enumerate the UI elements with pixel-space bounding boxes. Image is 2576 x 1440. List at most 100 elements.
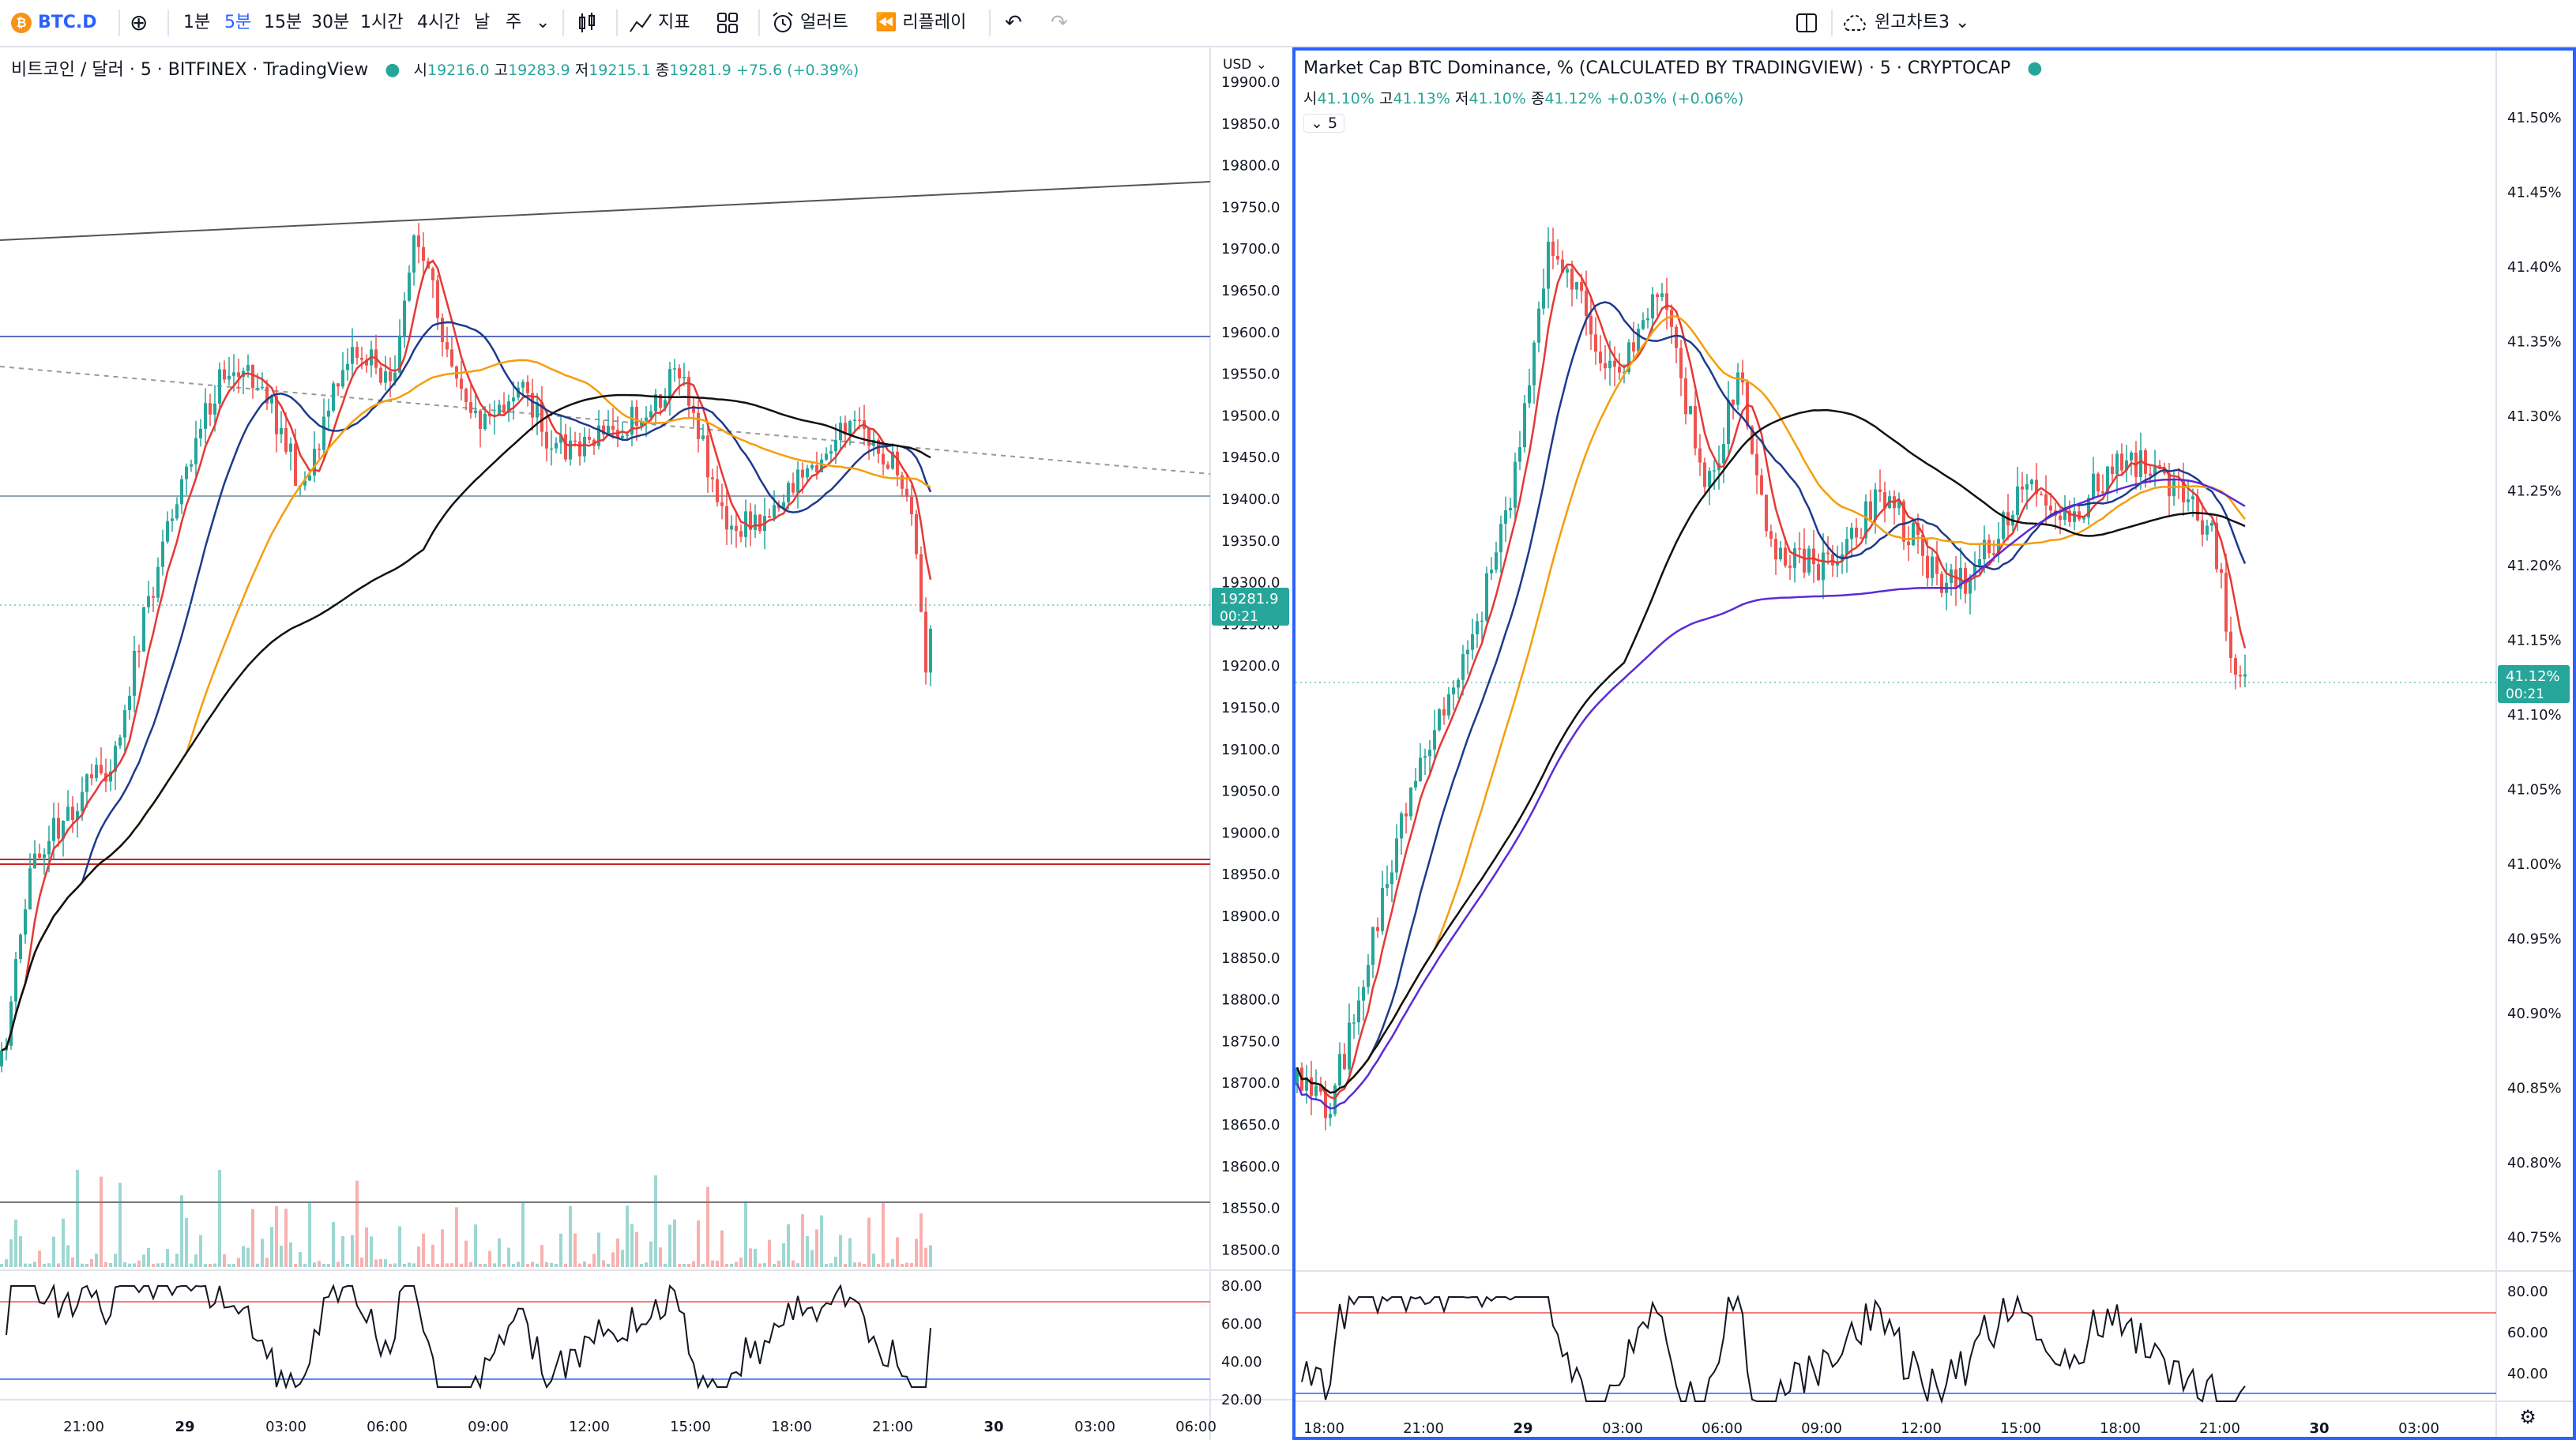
indicator-toggle-button[interactable]: ⌄ 5 — [1303, 114, 1345, 133]
volume-bar — [460, 1263, 463, 1267]
candles-icon[interactable] — [575, 0, 599, 46]
volume-bar — [763, 1263, 766, 1267]
interval-1h-button[interactable]: 1시간 — [360, 13, 404, 32]
candle-body — [1935, 556, 1939, 574]
alert-button[interactable]: 얼러트 — [771, 0, 848, 46]
interval-1m-button[interactable]: 1분 — [183, 13, 211, 32]
candle-body — [152, 596, 155, 598]
candle-body — [57, 818, 60, 839]
indicators-button[interactable]: 지표 — [629, 0, 690, 46]
volume-bar — [213, 1263, 216, 1267]
chart-title[interactable]: Market Cap BTC Dominance, % (CALCULATED … — [1303, 58, 2011, 78]
candle-body — [422, 246, 425, 261]
volume-bar — [635, 1231, 638, 1267]
candle-body — [796, 469, 799, 493]
undo-icon[interactable]: ↶ — [1005, 11, 1022, 35]
candle-body — [649, 411, 652, 418]
chart-title[interactable]: 비트코인 / 달러 · 5 · BITFINEX · TradingView — [11, 60, 369, 80]
moving-average-line — [1296, 315, 2246, 1094]
moving-average-line — [1296, 263, 2247, 1100]
volume-bar — [820, 1215, 823, 1267]
interval-day-button[interactable]: 날 — [474, 13, 491, 32]
split-layout-icon[interactable] — [1795, 0, 1818, 46]
volume-bar — [57, 1263, 60, 1267]
candle-body — [1499, 524, 1502, 553]
volume-bar — [564, 1263, 567, 1267]
candle-body — [502, 404, 506, 413]
volume-bar — [384, 1259, 387, 1267]
volume-bar — [877, 1263, 880, 1267]
chart-pane-left[interactable]: 19900.0 19850.0 19800.0 19750.0 19700.0 19650… — [0, 47, 1292, 1440]
volume-bar — [555, 1264, 558, 1267]
btc-usd-chart[interactable]: 19900.0 19850.0 19800.0 19750.0 19700.0 19650… — [0, 47, 1292, 1440]
moving-average-line — [1, 359, 931, 1052]
price-tick-label: 41.50% — [2507, 110, 2562, 126]
candle-body — [1523, 403, 1526, 448]
candle-body — [2078, 511, 2081, 520]
volume-bar — [341, 1235, 344, 1267]
candle-body — [1423, 756, 1427, 758]
candle-body — [1916, 522, 1920, 536]
candle-body — [1390, 872, 1393, 885]
candle-body — [360, 358, 363, 360]
high-value: 19283.9 — [508, 62, 570, 79]
dashed-line-drawing — [0, 366, 1211, 475]
candle-body — [1580, 282, 1583, 291]
grid-icon[interactable] — [716, 0, 739, 46]
price-tick-label: 41.05% — [2507, 782, 2562, 799]
volume-bar — [668, 1224, 671, 1267]
volume-bar — [180, 1195, 183, 1267]
candle-body — [1585, 291, 1588, 317]
volume-bar — [289, 1242, 292, 1267]
candle-body — [76, 810, 79, 821]
price-tick-label: 40.85% — [2507, 1081, 2562, 1097]
symbol-search-button[interactable]: BTC.D — [38, 13, 97, 32]
candle-body — [1485, 573, 1488, 621]
interval-15m-button[interactable]: 15분 — [264, 13, 303, 32]
redo-icon[interactable]: ↷ — [1051, 11, 1068, 35]
volume-bar — [886, 1263, 889, 1267]
cloud-layout-button[interactable]: 윈고차트3 ⌄ — [1841, 0, 1969, 46]
candle-body — [66, 806, 70, 822]
volume-bar — [19, 1235, 22, 1267]
trend-line-drawing — [0, 181, 1211, 241]
candle-body — [626, 434, 629, 436]
interval-30m-button[interactable]: 30분 — [311, 13, 350, 32]
candle-body — [1509, 507, 1512, 511]
candle-body — [820, 459, 823, 472]
interval-4h-button[interactable]: 4시간 — [417, 13, 461, 32]
volume-bar — [872, 1254, 875, 1267]
candle-body — [393, 372, 397, 382]
volume-bar — [683, 1263, 686, 1267]
chart-pane-right[interactable]: 41.50% 41.45% 41.40% 41.35% 41.30% 41.25% 41.2… — [1292, 47, 2576, 1440]
btc-dominance-chart[interactable]: 41.50% 41.45% 41.40% 41.35% 41.30% 41.25% 41.2… — [1296, 51, 2573, 1437]
rsi-tick-label: 80.00 — [2507, 1284, 2548, 1300]
interval-week-button[interactable]: 주 — [506, 13, 522, 32]
currency-selector[interactable]: USD ⌄ — [1223, 57, 1267, 73]
volume-bar — [810, 1250, 814, 1267]
interval-5m-button[interactable]: 5분 — [224, 13, 252, 32]
chevron-down-icon[interactable]: ⌄ — [536, 13, 551, 32]
volume-bar — [431, 1244, 434, 1267]
candle-body — [1722, 443, 1725, 464]
volume-bar — [14, 1219, 17, 1267]
plus-circle-icon[interactable]: ⊕ — [130, 9, 149, 36]
volume-bar — [403, 1264, 406, 1267]
candle-body — [1381, 888, 1384, 931]
candle-body — [1736, 372, 1739, 405]
candle-body — [1495, 552, 1498, 570]
candle-body — [171, 518, 174, 521]
countdown-timer: 00:21 — [1220, 609, 1258, 625]
volume-bar — [664, 1263, 667, 1267]
status-dot-icon: ● — [385, 60, 401, 80]
volume-bar — [697, 1220, 700, 1267]
close-value: 41.12% — [1544, 90, 1602, 107]
candle-body — [398, 335, 401, 373]
change-value: +0.03% (+0.06%) — [1606, 90, 1744, 107]
alert-label: 얼러트 — [800, 13, 848, 32]
price-tick-label: 18550.0 — [1221, 1201, 1280, 1217]
candle-body — [611, 426, 615, 430]
price-tick-label: 18900.0 — [1221, 908, 1280, 925]
replay-button[interactable]: ⏪ 리플레이 — [875, 0, 966, 46]
cloud-icon — [1844, 14, 1867, 31]
